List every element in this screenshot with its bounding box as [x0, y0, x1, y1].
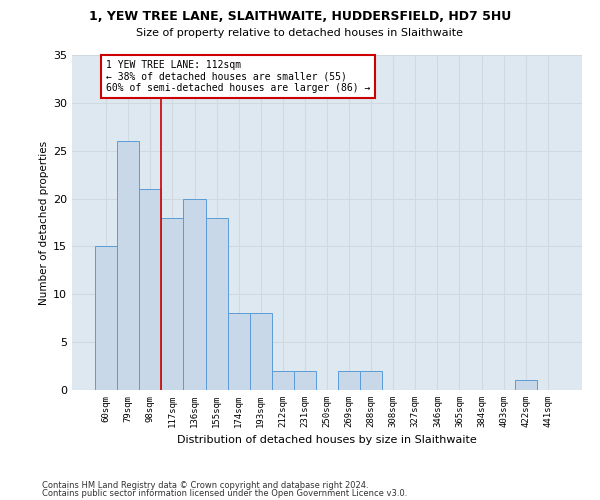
Text: 1, YEW TREE LANE, SLAITHWAITE, HUDDERSFIELD, HD7 5HU: 1, YEW TREE LANE, SLAITHWAITE, HUDDERSFI…: [89, 10, 511, 23]
Bar: [294, 371, 316, 390]
Bar: [95, 246, 117, 390]
Bar: [227, 314, 250, 390]
Bar: [360, 371, 382, 390]
Bar: [272, 371, 294, 390]
Bar: [139, 189, 161, 390]
Bar: [117, 141, 139, 390]
Y-axis label: Number of detached properties: Number of detached properties: [39, 140, 49, 304]
Text: Size of property relative to detached houses in Slaithwaite: Size of property relative to detached ho…: [137, 28, 464, 38]
Bar: [250, 314, 272, 390]
Text: Contains HM Land Registry data © Crown copyright and database right 2024.: Contains HM Land Registry data © Crown c…: [42, 480, 368, 490]
Bar: [338, 371, 360, 390]
Text: 1 YEW TREE LANE: 112sqm
← 38% of detached houses are smaller (55)
60% of semi-de: 1 YEW TREE LANE: 112sqm ← 38% of detache…: [106, 60, 371, 93]
Text: Contains public sector information licensed under the Open Government Licence v3: Contains public sector information licen…: [42, 489, 407, 498]
Bar: [184, 198, 206, 390]
Bar: [515, 380, 537, 390]
Bar: [161, 218, 184, 390]
Bar: [206, 218, 227, 390]
X-axis label: Distribution of detached houses by size in Slaithwaite: Distribution of detached houses by size …: [177, 436, 477, 446]
